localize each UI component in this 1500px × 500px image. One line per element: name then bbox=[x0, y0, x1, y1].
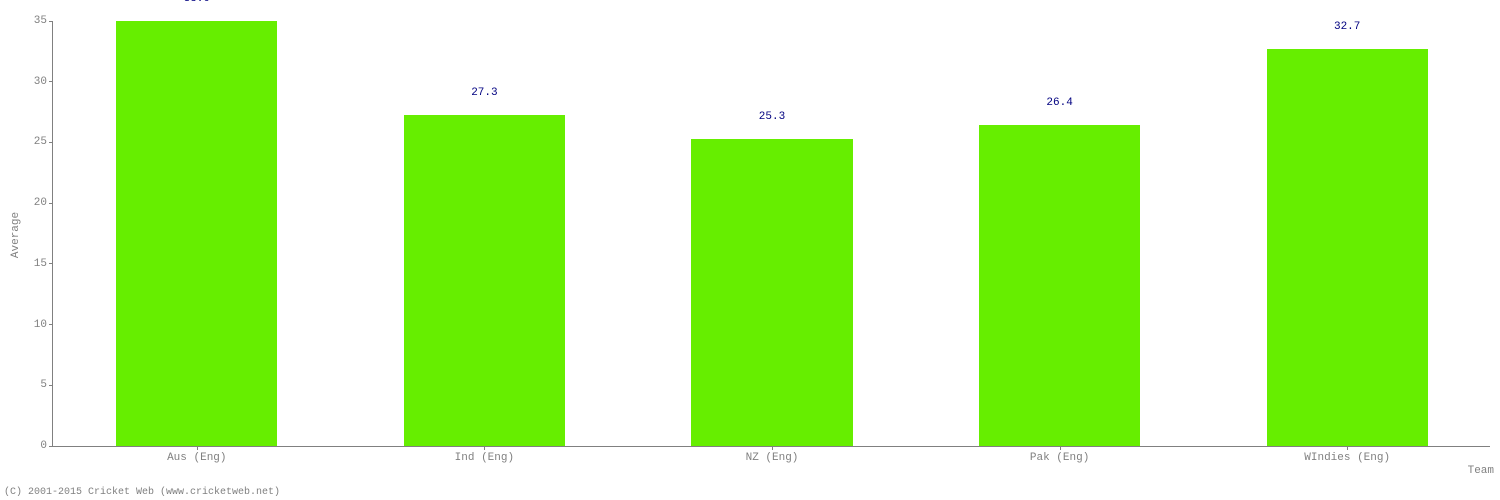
plot-area: 0510152025303535.0Aus (Eng)27.3Ind (Eng)… bbox=[52, 22, 1490, 447]
xtick-label: Pak (Eng) bbox=[1030, 446, 1089, 464]
ytick-label: 30 bbox=[34, 76, 53, 88]
xtick-label: Ind (Eng) bbox=[455, 446, 514, 464]
copyright-text: (C) 2001-2015 Cricket Web (www.cricketwe… bbox=[4, 487, 280, 498]
bar-value-label: 25.3 bbox=[759, 111, 785, 123]
bar-value-label: 27.3 bbox=[471, 87, 497, 99]
bar-value-label: 32.7 bbox=[1334, 21, 1360, 33]
chart-container: 0 5 10 15 20 25 30 35 35.0 Aus (Eng) 27.3 Ind (Eng)… bbox=[0, 0, 1500, 500]
bar bbox=[404, 115, 565, 447]
bar bbox=[979, 125, 1140, 446]
bar bbox=[1267, 49, 1428, 446]
ytick-label: 5 bbox=[40, 379, 53, 391]
ytick-label: 15 bbox=[34, 258, 53, 270]
bar-value-label: 35.0 bbox=[184, 0, 210, 5]
y-axis-label: Average bbox=[10, 211, 22, 257]
ytick-label: 20 bbox=[34, 197, 53, 209]
xtick-label: WIndies (Eng) bbox=[1304, 446, 1390, 464]
xtick-label: NZ (Eng) bbox=[746, 446, 799, 464]
ytick-label: 0 bbox=[40, 440, 53, 452]
ytick-label: 35 bbox=[34, 15, 53, 27]
xtick-label: Aus (Eng) bbox=[167, 446, 226, 464]
bar bbox=[116, 21, 277, 446]
bar-value-label: 26.4 bbox=[1046, 97, 1072, 109]
ytick-label: 25 bbox=[34, 136, 53, 148]
x-axis-label: Team bbox=[1468, 465, 1494, 477]
bar bbox=[691, 139, 852, 446]
ytick-label: 10 bbox=[34, 319, 53, 331]
